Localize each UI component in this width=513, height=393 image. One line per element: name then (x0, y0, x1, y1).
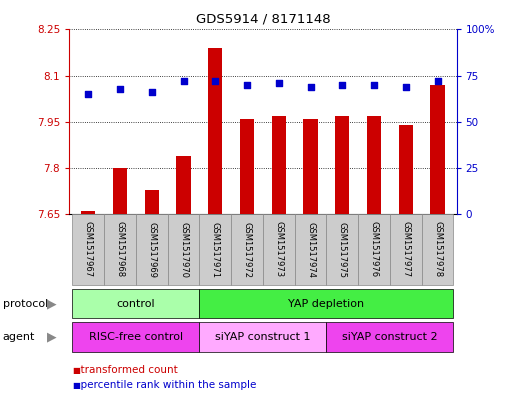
Bar (303, 119, 318, 214)
Text: RISC-free control: RISC-free control (89, 332, 183, 342)
Bar (240, 119, 254, 214)
Point (433, 78, 442, 84)
Text: ■: ■ (72, 366, 80, 375)
Text: GSM1517967: GSM1517967 (84, 222, 93, 277)
Bar (358, 214, 390, 285)
Text: GSM1517968: GSM1517968 (115, 222, 125, 277)
Point (306, 84, 314, 90)
Text: GSM1517978: GSM1517978 (433, 222, 442, 277)
Bar (208, 48, 223, 214)
Point (370, 82, 378, 88)
Bar (168, 214, 200, 285)
Text: transformed count: transformed count (74, 365, 178, 375)
Text: GSM1517971: GSM1517971 (211, 222, 220, 277)
Bar (422, 214, 453, 285)
Point (274, 80, 283, 86)
Bar (326, 322, 453, 352)
Bar (81, 211, 95, 214)
Bar (72, 289, 200, 318)
Text: GSM1517974: GSM1517974 (306, 222, 315, 277)
Point (402, 84, 410, 90)
Bar (200, 322, 326, 352)
Text: GSM1517972: GSM1517972 (243, 222, 251, 277)
Bar (72, 322, 200, 352)
Bar (200, 214, 231, 285)
Text: GSM1517970: GSM1517970 (179, 222, 188, 277)
Bar (326, 214, 358, 285)
Bar (136, 214, 168, 285)
Title: GDS5914 / 8171148: GDS5914 / 8171148 (195, 13, 330, 26)
Text: GSM1517975: GSM1517975 (338, 222, 347, 277)
Bar (335, 116, 349, 214)
Bar (200, 289, 453, 318)
Bar (176, 156, 191, 214)
Text: ▶: ▶ (47, 331, 56, 343)
Point (243, 82, 251, 88)
Bar (294, 214, 326, 285)
Text: GSM1517969: GSM1517969 (147, 222, 156, 277)
Text: GSM1517977: GSM1517977 (401, 222, 410, 277)
Bar (113, 168, 127, 214)
Bar (72, 214, 104, 285)
Point (211, 78, 220, 84)
Bar (272, 116, 286, 214)
Text: agent: agent (3, 332, 35, 342)
Bar (104, 214, 136, 285)
Text: GSM1517973: GSM1517973 (274, 222, 283, 277)
Bar (390, 214, 422, 285)
Bar (367, 116, 381, 214)
Bar (231, 214, 263, 285)
Text: GSM1517976: GSM1517976 (369, 222, 379, 277)
Text: siYAP construct 2: siYAP construct 2 (342, 332, 438, 342)
Point (338, 82, 346, 88)
Bar (263, 214, 294, 285)
Bar (145, 189, 159, 214)
Bar (399, 125, 413, 214)
Text: control: control (116, 299, 155, 309)
Text: YAP depletion: YAP depletion (288, 299, 364, 309)
Text: percentile rank within the sample: percentile rank within the sample (74, 380, 257, 390)
Bar (430, 85, 445, 214)
Text: ■: ■ (72, 381, 80, 389)
Text: siYAP construct 1: siYAP construct 1 (215, 332, 311, 342)
Point (116, 85, 124, 92)
Text: protocol: protocol (3, 299, 48, 309)
Point (180, 78, 188, 84)
Text: ▶: ▶ (47, 297, 56, 310)
Point (148, 89, 156, 95)
Point (84, 91, 92, 97)
